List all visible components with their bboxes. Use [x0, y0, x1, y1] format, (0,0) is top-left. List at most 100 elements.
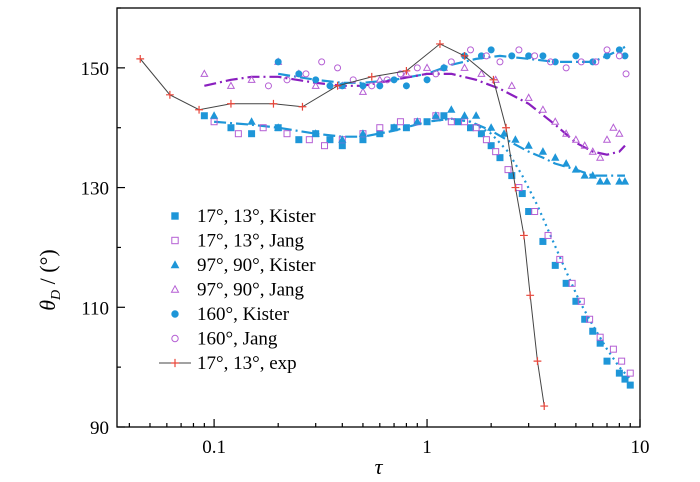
marker-triangle — [551, 117, 560, 125]
y-tick-label: 130 — [81, 179, 110, 200]
marker-triangle — [524, 93, 533, 101]
marker-circle — [171, 310, 179, 318]
marker-circle — [551, 58, 559, 66]
legend-label: 17°, 13°, Kister — [197, 206, 316, 227]
marker-square — [321, 142, 329, 150]
marker-square — [326, 136, 334, 144]
marker-triangle — [596, 177, 605, 185]
legend-label: 97°, 90°, Kister — [197, 255, 316, 276]
marker-circle — [577, 58, 585, 66]
marker-triangle — [226, 81, 236, 89]
marker-circle — [622, 70, 630, 78]
marker-triangle — [311, 81, 320, 89]
y-tick-label: 90 — [90, 418, 109, 439]
marker-square — [396, 118, 404, 126]
marker-circle — [432, 70, 440, 78]
marker-square — [518, 190, 526, 198]
marker-triangle — [580, 171, 589, 179]
marker-triangle — [507, 81, 516, 89]
marker-triangle — [524, 141, 533, 149]
marker-plus — [170, 358, 180, 368]
marker-square — [447, 118, 455, 126]
marker-square — [376, 124, 384, 132]
fit-line — [204, 72, 626, 156]
y-axis-ticks: 90 110 130 150 — [81, 7, 125, 439]
marker-square — [402, 124, 410, 132]
marker-circle — [447, 58, 455, 66]
marker-square — [227, 124, 235, 132]
marker-triangle — [588, 147, 597, 155]
marker-square — [618, 357, 626, 365]
marker-square — [626, 369, 634, 377]
marker-triangle — [460, 63, 469, 71]
marker-square — [596, 333, 604, 341]
marker-square — [171, 212, 179, 220]
marker-circle — [496, 58, 504, 66]
marker-square — [531, 208, 539, 216]
marker-plus — [227, 99, 235, 108]
marker-triangle — [596, 153, 605, 161]
marker-plus — [367, 72, 376, 81]
marker-circle — [295, 70, 303, 78]
marker-square — [572, 297, 580, 305]
marker-circle — [318, 58, 326, 66]
marker-circle — [531, 52, 539, 60]
marker-square — [562, 279, 570, 287]
marker-square — [596, 339, 604, 347]
marker-circle — [592, 58, 600, 66]
series-group — [274, 46, 629, 90]
fit-line — [214, 117, 625, 177]
marker-plus — [136, 54, 145, 63]
y-tick-label: 150 — [81, 59, 110, 80]
marker-square — [359, 136, 367, 144]
marker-square — [603, 357, 611, 365]
marker-plus — [502, 123, 510, 132]
marker-triangle — [274, 123, 283, 131]
marker-circle — [508, 52, 516, 60]
marker-square — [482, 136, 490, 144]
marker-square — [544, 231, 552, 239]
series-group — [200, 57, 624, 161]
marker-square — [496, 154, 504, 162]
marker-triangle — [615, 129, 624, 137]
marker-square — [171, 236, 179, 245]
marker-circle — [402, 82, 410, 90]
marker-circle — [440, 64, 448, 72]
marker-triangle — [389, 123, 399, 131]
marker-triangle — [499, 129, 509, 137]
marker-circle — [171, 334, 179, 343]
marker-plus — [165, 90, 174, 99]
marker-circle — [477, 52, 485, 60]
series-group — [210, 112, 634, 377]
marker-circle — [572, 52, 580, 60]
marker-circle — [349, 76, 357, 84]
marker-circle — [396, 70, 404, 78]
marker-triangle — [538, 147, 548, 155]
marker-square — [556, 255, 564, 263]
marker-square — [492, 148, 500, 156]
marker-square — [487, 142, 495, 150]
marker-square — [305, 136, 313, 144]
marker-plus — [533, 357, 542, 366]
marker-triangle — [447, 105, 456, 113]
marker-triangle — [571, 165, 581, 173]
marker-circle — [603, 52, 611, 60]
y-axis-label-main: θ — [35, 300, 60, 311]
marker-triangle — [580, 141, 589, 149]
marker-circle — [359, 82, 367, 90]
marker-plus — [489, 75, 498, 84]
marker-triangle — [602, 177, 612, 185]
marker-square — [295, 136, 303, 144]
marker-plus — [511, 183, 520, 192]
series-group — [209, 105, 630, 185]
marker-circle — [562, 64, 570, 72]
marker-square — [621, 375, 629, 383]
marker-circle — [467, 46, 475, 54]
marker-square — [248, 130, 256, 138]
marker-triangle — [602, 135, 612, 143]
marker-square — [586, 315, 594, 323]
y-axis-label-rest: / (°) — [35, 249, 60, 290]
marker-plus — [269, 99, 278, 108]
marker-circle — [482, 52, 490, 60]
